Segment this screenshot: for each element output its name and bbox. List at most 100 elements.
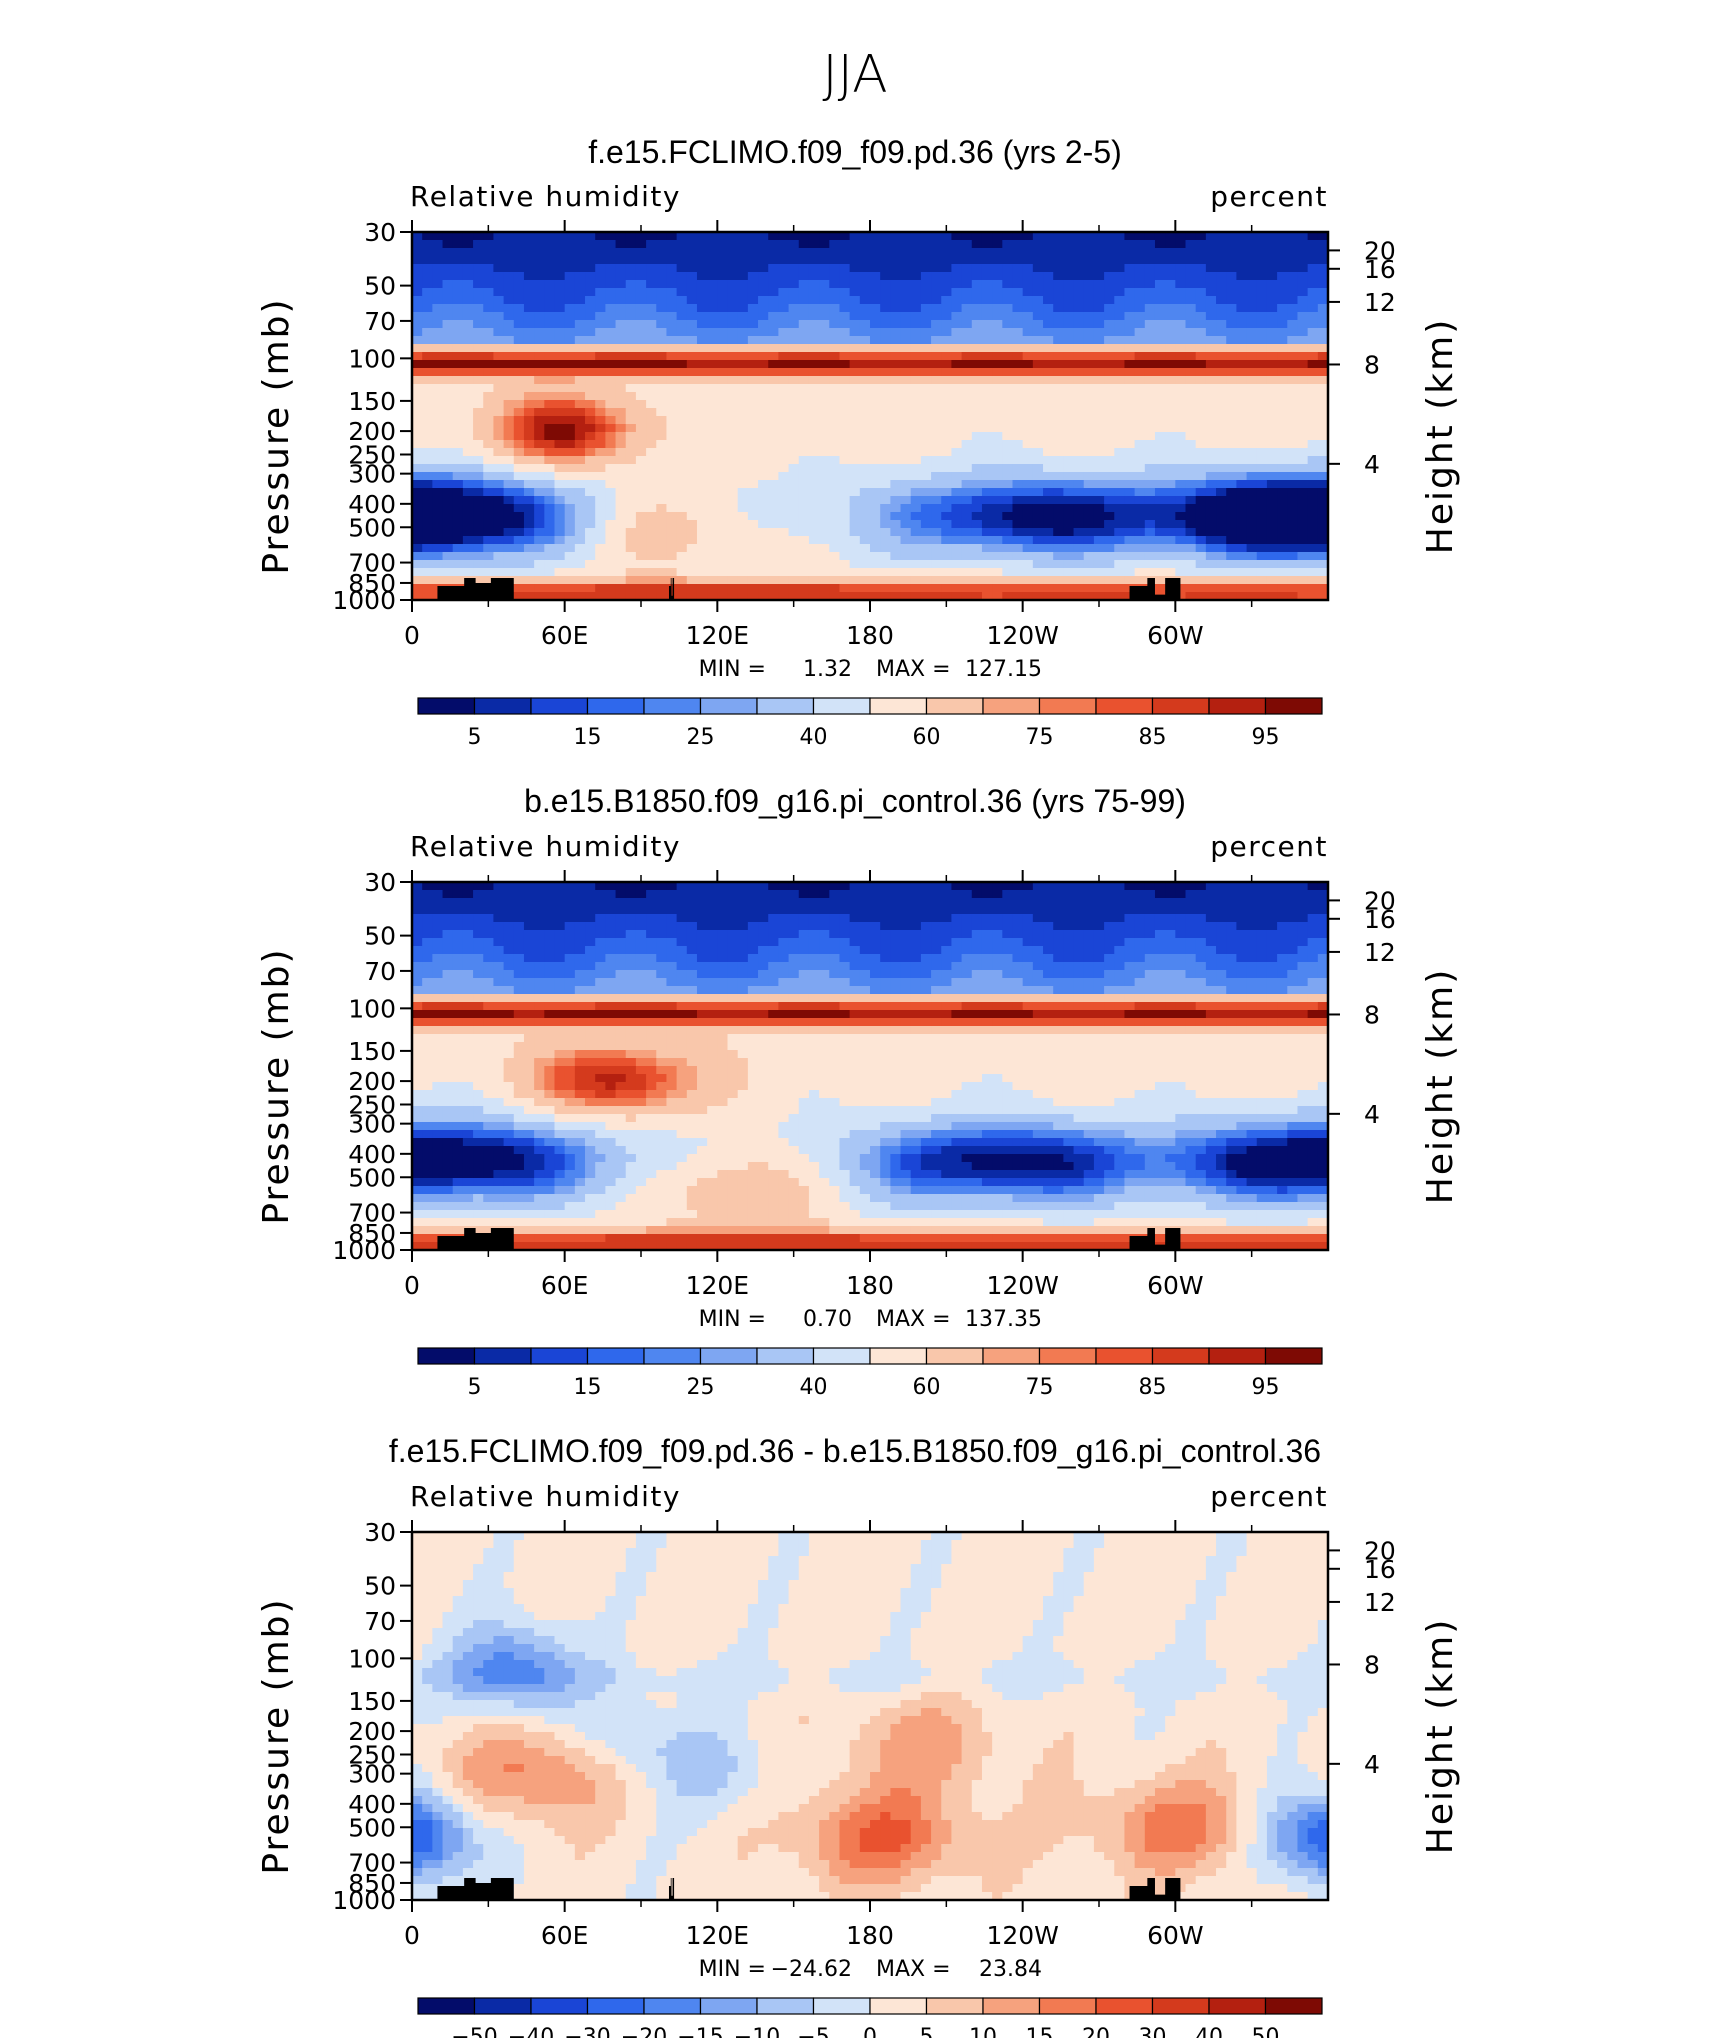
heatmap-cell: [981, 424, 993, 433]
heatmap-cell: [1134, 520, 1146, 529]
heatmap-cell: [1216, 312, 1227, 321]
heatmap-cell: [880, 360, 891, 369]
heatmap-cell: [1205, 304, 1217, 313]
heatmap-cell: [483, 520, 495, 529]
heatmap-cell: [737, 448, 749, 457]
heatmap-cell: [931, 906, 942, 915]
heatmap-cell: [961, 408, 973, 417]
heatmap-cell: [493, 922, 505, 931]
heatmap-cell: [1277, 472, 1288, 481]
heatmap-cell: [1134, 408, 1146, 417]
heatmap-cell: [666, 400, 678, 409]
heatmap-cell: [1256, 400, 1268, 409]
heatmap-cell: [1236, 448, 1248, 457]
heatmap-cell: [503, 512, 515, 521]
heatmap-cell: [951, 320, 963, 329]
heatmap-cell: [564, 472, 576, 481]
heatmap-cell: [534, 922, 545, 931]
heatmap-cell: [422, 336, 433, 345]
heatmap-cell: [534, 296, 545, 305]
heatmap-cell: [1277, 408, 1288, 417]
heatmap-cell: [666, 392, 678, 401]
heatmap-cell: [992, 922, 1003, 931]
heatmap-cell: [493, 408, 505, 417]
heatmap-cell: [1317, 392, 1329, 401]
heatmap-cell: [595, 544, 606, 553]
heatmap-cell: [1124, 906, 1136, 915]
heatmap-cell: [605, 882, 617, 891]
heatmap-cell: [1002, 336, 1014, 345]
heatmap-cell: [717, 560, 729, 569]
heatmap-cell: [1053, 408, 1064, 417]
heatmap-cell: [656, 304, 668, 313]
heatmap-cell: [1022, 248, 1034, 257]
heatmap-cell: [890, 384, 902, 393]
heatmap-cell: [1165, 496, 1176, 505]
heatmap-cell: [788, 416, 800, 425]
heatmap-cell: [900, 544, 912, 553]
heatmap-cell: [432, 930, 444, 939]
heatmap-cell: [758, 280, 769, 289]
heatmap-cell: [1185, 552, 1197, 561]
heatmap-cell: [1185, 304, 1197, 313]
heatmap-cell: [1185, 384, 1197, 393]
heatmap-cell: [1002, 352, 1014, 361]
heatmap-cell: [849, 552, 861, 561]
heatmap-cell: [503, 368, 515, 377]
heatmap-cell: [564, 384, 576, 393]
heatmap-cell: [727, 344, 739, 353]
heatmap-cell: [493, 464, 505, 473]
heatmap-cell: [859, 536, 871, 545]
heatmap-cell: [920, 488, 932, 497]
heatmap-cell: [707, 898, 718, 907]
heatmap-cell: [1266, 552, 1278, 561]
heatmap-cell: [717, 336, 729, 345]
heatmap-cell: [951, 560, 963, 569]
heatmap-cell: [819, 384, 830, 393]
heatmap-cell: [1205, 336, 1217, 345]
heatmap-cell: [574, 336, 586, 345]
heatmap-cell: [1093, 264, 1105, 273]
heatmap-cell: [452, 312, 464, 321]
heatmap-cell: [503, 296, 515, 305]
heatmap-cell: [1104, 472, 1115, 481]
heatmap-cell: [1297, 248, 1309, 257]
heatmap-cell: [778, 464, 790, 473]
heatmap-cell: [1073, 890, 1085, 899]
heatmap-cell: [422, 456, 433, 465]
heatmap-cell: [1154, 424, 1166, 433]
heatmap-cell: [1216, 384, 1227, 393]
heatmap-cell: [696, 480, 708, 489]
heatmap-cell: [1307, 440, 1319, 449]
heatmap-cell: [1134, 424, 1146, 433]
heatmap-cell: [422, 320, 433, 329]
heatmap-cell: [1043, 248, 1054, 257]
heatmap-cell: [1032, 344, 1044, 353]
heatmap-cell: [1185, 568, 1197, 577]
heatmap-cell: [585, 464, 596, 473]
heatmap-cell: [880, 248, 891, 257]
heatmap-cell: [1205, 914, 1217, 923]
heatmap-cell: [462, 240, 474, 249]
heatmap-cell: [849, 280, 861, 289]
heatmap-cell: [646, 512, 657, 521]
heatmap-cell: [1226, 898, 1237, 907]
heatmap-cell: [1053, 930, 1064, 939]
heatmap-cell: [412, 264, 423, 273]
heatmap-cell: [686, 256, 698, 265]
heatmap-cell: [503, 320, 515, 329]
heatmap-cell: [1165, 504, 1176, 513]
heatmap-cell: [1124, 296, 1136, 305]
heatmap-cell: [635, 232, 647, 241]
heatmap-cell: [432, 408, 444, 417]
heatmap-cell: [951, 432, 963, 441]
heatmap-cell: [758, 560, 769, 569]
heatmap-cell: [1053, 352, 1064, 361]
heatmap-cell: [1226, 248, 1237, 257]
heatmap-cell: [971, 456, 983, 465]
heatmap-cell: [686, 568, 698, 577]
heatmap-cell: [483, 448, 495, 457]
heatmap-cell: [574, 280, 586, 289]
heatmap-cell: [646, 496, 657, 505]
heatmap-cell: [1246, 906, 1258, 915]
